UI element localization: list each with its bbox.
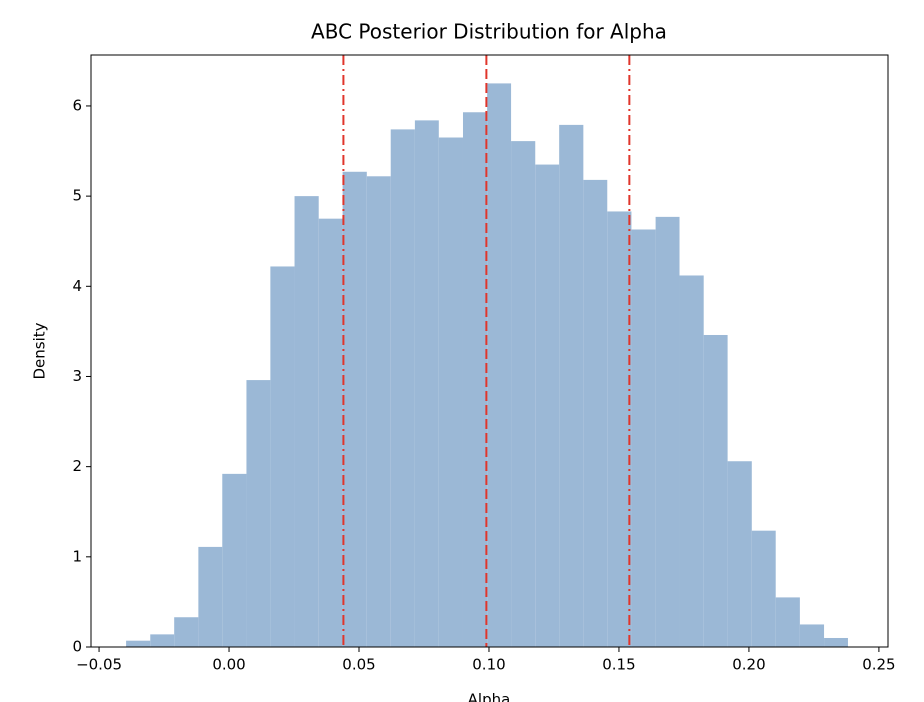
histogram-bar xyxy=(511,141,536,647)
histogram-bar xyxy=(751,530,776,647)
y-tick-label: 0 xyxy=(72,638,82,656)
histogram-bar xyxy=(438,137,463,647)
histogram-bar xyxy=(487,83,512,648)
x-tick-label: −0.05 xyxy=(76,656,122,674)
x-tick-label: 0.00 xyxy=(212,656,245,674)
histogram-bar xyxy=(607,211,632,647)
y-tick-label: 3 xyxy=(72,367,82,385)
histogram-bar xyxy=(246,380,271,647)
histogram-bar xyxy=(679,275,704,647)
histogram-bar xyxy=(655,216,680,647)
y-tick-label: 4 xyxy=(72,277,82,295)
histogram-bar xyxy=(342,171,367,647)
x-tick-label: 0.15 xyxy=(602,656,635,674)
plot-frame xyxy=(90,54,889,648)
y-tick-label: 2 xyxy=(72,457,82,475)
histogram-bar xyxy=(222,473,247,647)
histogram-bar xyxy=(198,546,223,647)
x-tick-label: 0.05 xyxy=(342,656,375,674)
histogram-bar xyxy=(559,124,584,648)
x-tick-label: 0.20 xyxy=(732,656,765,674)
histogram-bar xyxy=(366,176,391,648)
histogram-bar xyxy=(824,637,848,647)
y-tick-label: 5 xyxy=(72,187,82,205)
histogram-bar xyxy=(631,229,656,647)
histogram-bar xyxy=(535,164,560,647)
x-tick-label: 0.25 xyxy=(862,656,895,674)
histogram-bar xyxy=(150,634,175,647)
x-axis-label: Alpha xyxy=(468,691,511,702)
histogram-bar xyxy=(318,218,343,647)
x-tick-label: 0.10 xyxy=(472,656,505,674)
histogram-bar xyxy=(390,129,415,647)
histogram-bar xyxy=(799,624,825,647)
histogram-bar xyxy=(775,597,800,647)
histogram-bar xyxy=(414,120,439,647)
y-tick-label: 1 xyxy=(72,547,82,565)
y-tick-label: 6 xyxy=(72,96,82,114)
histogram-bar xyxy=(583,179,608,647)
histogram-bar xyxy=(270,266,295,647)
y-axis-label: Density xyxy=(31,322,49,379)
histogram-bar xyxy=(727,461,752,647)
histogram-bar xyxy=(294,196,319,647)
histogram-bar xyxy=(174,617,199,647)
chart-title: ABC Posterior Distribution for Alpha xyxy=(311,20,667,44)
histogram-bar xyxy=(126,640,151,647)
histogram-bar xyxy=(703,334,728,647)
histogram-bar xyxy=(462,112,488,647)
